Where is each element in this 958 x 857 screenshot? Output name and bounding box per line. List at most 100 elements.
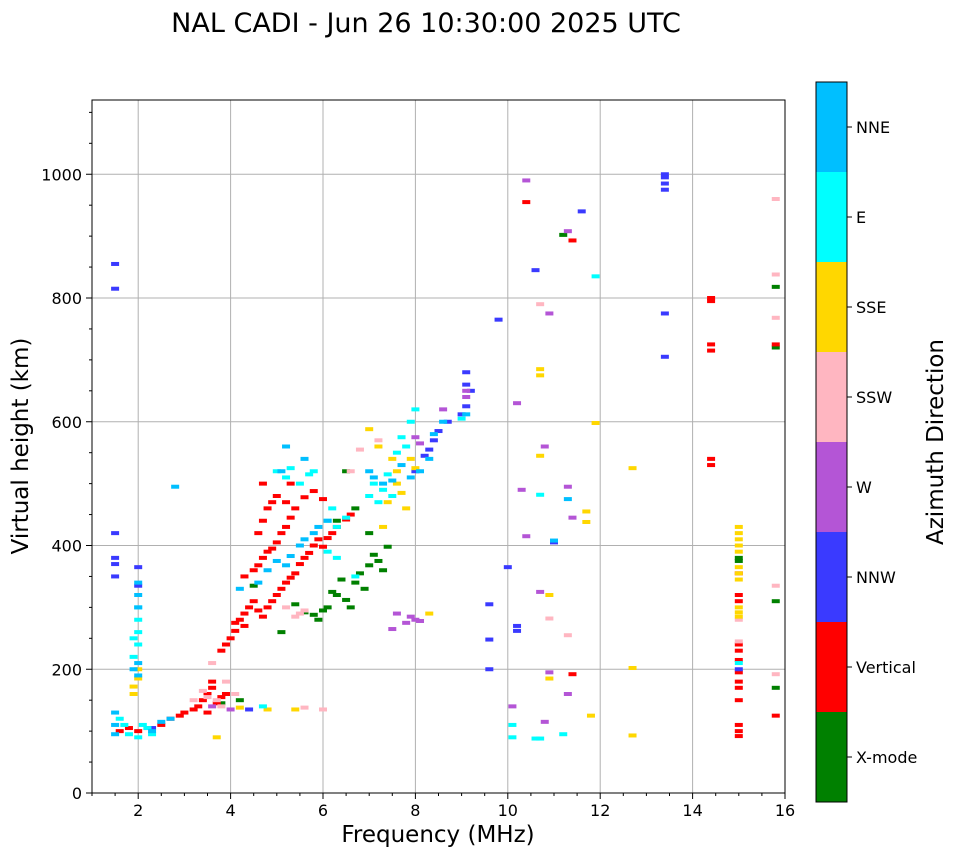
data-point [268, 546, 277, 551]
data-point [591, 274, 600, 279]
data-point [240, 611, 249, 616]
data-point [388, 494, 397, 498]
data-point [392, 450, 401, 455]
colorbar-tick-label: NNE [856, 118, 890, 137]
data-point [379, 487, 388, 492]
data-point [545, 670, 554, 675]
data-point [309, 531, 318, 536]
data-point [383, 500, 392, 505]
data-point [282, 563, 291, 568]
colorbar-segment [816, 622, 847, 712]
data-point [134, 661, 143, 666]
data-point [513, 623, 522, 628]
data-point [660, 311, 669, 316]
data-point [734, 605, 743, 610]
data-point [429, 432, 438, 437]
data-point [540, 719, 549, 724]
data-point [545, 676, 554, 681]
data-point [351, 574, 360, 579]
data-point [286, 481, 295, 486]
data-point [522, 178, 531, 183]
data-point [771, 345, 780, 350]
data-point [536, 453, 545, 458]
data-point [582, 519, 591, 524]
x-tick-label: 14 [682, 801, 702, 820]
data-point [120, 722, 129, 727]
data-point [217, 701, 226, 706]
data-point [563, 692, 572, 696]
x-tick-label: 6 [318, 801, 328, 820]
data-point [397, 463, 406, 468]
data-point [392, 481, 401, 486]
data-point [660, 187, 669, 192]
data-point [277, 630, 286, 635]
data-point [203, 692, 212, 696]
data-point [402, 444, 411, 449]
x-axis-label: Frequency (MHz) [341, 822, 534, 848]
data-point [628, 466, 637, 471]
data-point [272, 469, 281, 474]
data-point [111, 562, 120, 567]
colorbar-segment [816, 442, 847, 532]
colorbar-segment [816, 82, 847, 172]
data-point [707, 296, 716, 300]
y-tick-label: 200 [51, 660, 82, 679]
data-point [734, 661, 743, 666]
data-point [300, 555, 309, 560]
data-point [734, 558, 743, 563]
data-point [771, 672, 780, 677]
data-point [628, 666, 637, 671]
data-point [300, 537, 309, 542]
data-point [337, 577, 346, 582]
data-point [286, 554, 295, 559]
data-point [129, 654, 138, 659]
data-point [734, 670, 743, 675]
data-point [734, 667, 743, 672]
data-point [249, 583, 258, 588]
data-point [374, 438, 383, 443]
data-point [148, 726, 157, 731]
data-point [134, 617, 143, 622]
data-point [111, 286, 120, 291]
data-point [522, 534, 531, 539]
data-point [734, 657, 743, 662]
data-point [402, 620, 411, 625]
data-point [734, 642, 743, 647]
data-point [235, 586, 244, 591]
data-point [309, 543, 318, 548]
data-point [406, 456, 415, 461]
data-point [111, 722, 120, 727]
data-point [198, 688, 207, 693]
data-point [734, 571, 743, 576]
data-point [443, 419, 452, 424]
data-point [568, 672, 577, 677]
data-point [208, 661, 217, 666]
data-point [369, 481, 378, 486]
data-point [272, 494, 281, 498]
data-point [439, 419, 448, 424]
data-point [134, 729, 143, 734]
data-point [282, 524, 291, 529]
data-point [134, 593, 143, 597]
data-point [660, 172, 669, 177]
data-point [734, 679, 743, 684]
data-point [263, 707, 272, 712]
data-point [231, 620, 240, 625]
data-point [582, 509, 591, 514]
data-point [517, 487, 526, 492]
data-point [707, 299, 716, 304]
data-point [416, 441, 425, 446]
data-point [235, 698, 244, 703]
series-ssw [189, 197, 780, 712]
colorbar-label: Azimuth Direction [923, 339, 949, 545]
data-point [124, 726, 133, 731]
data-point [771, 272, 780, 277]
data-point [231, 628, 240, 633]
data-point [411, 466, 420, 471]
data-point [457, 416, 466, 421]
data-point [494, 317, 503, 322]
data-point [291, 506, 300, 511]
data-point [208, 679, 217, 684]
data-point [134, 605, 143, 610]
data-point [545, 593, 554, 597]
